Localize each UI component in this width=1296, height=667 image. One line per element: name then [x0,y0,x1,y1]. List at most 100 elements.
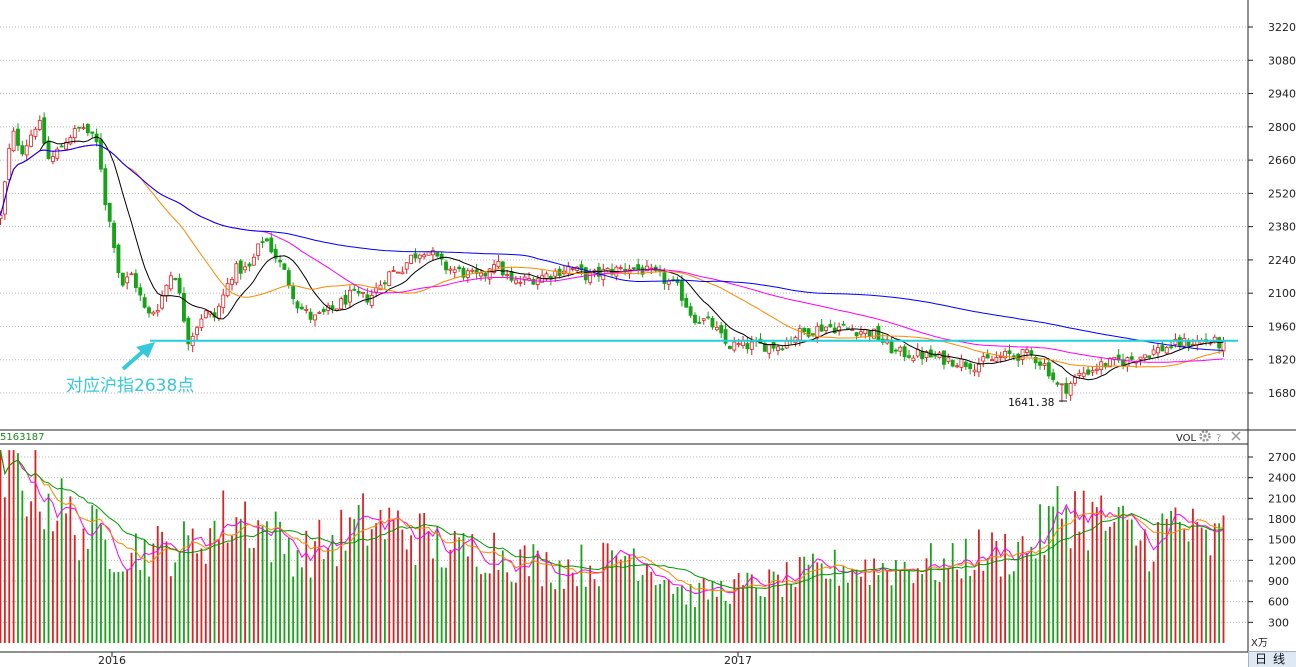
price-ma-line [0,144,1224,368]
candle [361,291,365,298]
candle [374,282,379,298]
candle [928,345,933,358]
volume-bar [650,571,653,643]
volume-bar [169,576,172,643]
candle [247,261,252,272]
volume-bar [414,565,417,643]
price-axis: 3220 3080 2940 2800 2660 2520 2380 2240 2100 1960… [1248,21,1296,400]
candle [308,308,313,324]
candle [352,284,357,292]
candle [780,345,785,351]
volume-bar [427,530,430,643]
volume-bar [318,519,321,643]
candle [911,354,916,363]
candle [295,300,300,314]
candle [915,343,920,359]
volume-bar [689,584,692,643]
candle [251,253,256,266]
volume-bar [698,582,701,643]
volume-bar [584,586,587,643]
candle [496,255,501,270]
volume-bar [466,556,469,643]
candle [994,351,999,363]
candle [802,327,807,336]
candle [1116,348,1121,363]
volume-bar [602,542,605,643]
volume-bar [279,521,281,643]
volume-bar [25,516,28,643]
price-tick-label: 1960 [1268,320,1296,333]
candle [950,359,955,368]
volume-bar [523,545,526,643]
candle [723,323,728,346]
volume-bar [43,529,46,643]
volume-bar [943,558,945,643]
timeframe-button[interactable]: 日线 [1248,651,1296,667]
price-tick-label: 2800 [1268,121,1296,134]
candle [409,254,414,265]
volume-bar [1222,515,1225,643]
candle [470,267,475,274]
volume-bar [1170,510,1172,643]
volume-bar [777,574,779,643]
volume-bar [558,560,561,643]
candle [710,315,715,330]
volume-bar [1178,521,1181,643]
volume-bar [820,563,823,643]
candle [417,253,422,264]
volume-bar [56,520,59,643]
volume-bar [873,558,875,643]
volume-bar [305,530,308,643]
volume-tick-label: 900 [1268,575,1289,588]
candle [714,321,719,332]
volume-bar [576,586,578,643]
volume-legend-value: 5163187 [0,432,45,443]
candle [1068,381,1073,401]
candle [317,310,322,315]
volume-bar [1065,507,1068,643]
help-icon[interactable]: ? [1216,433,1221,444]
volume-bar [82,528,85,643]
candle [142,293,147,309]
volume-bar [632,548,635,643]
candle [391,266,396,272]
volume-bar [231,535,233,643]
volume-bar [283,553,286,643]
volume-bar [86,548,89,643]
volume-bar [139,570,142,643]
candle [828,319,833,328]
candle [120,272,125,288]
volume-bar [21,490,24,643]
volume-bar [108,568,111,643]
volume-bar [449,549,452,643]
volume-bar [711,580,714,643]
volume-bar [1126,519,1129,643]
volume-bar [292,576,295,643]
volume-bar [73,535,76,643]
candle [326,302,331,315]
volume-bar [1078,531,1081,643]
volume-bar [1143,529,1146,643]
volume-bar [934,579,937,643]
volume-bar [1069,548,1072,643]
volume-bar [0,450,2,643]
candle [330,301,335,314]
volume-bar [619,559,622,643]
close-icon[interactable] [1231,431,1241,441]
volume-bar [964,538,967,643]
candle [920,346,925,365]
candle [33,126,38,140]
volume-ma-line [0,450,1224,595]
price-grid [0,26,1248,394]
candle [1160,341,1165,352]
volume-bar [646,563,648,643]
candle [457,264,462,272]
volume-bar [624,556,627,643]
volume-bar [1218,523,1221,643]
volume-bar [536,550,539,643]
volume-bar [34,450,37,643]
volume-bar [1100,495,1103,643]
volume-bar [545,552,548,643]
gear-icon[interactable] [1199,430,1211,442]
volume-bar [807,564,810,643]
